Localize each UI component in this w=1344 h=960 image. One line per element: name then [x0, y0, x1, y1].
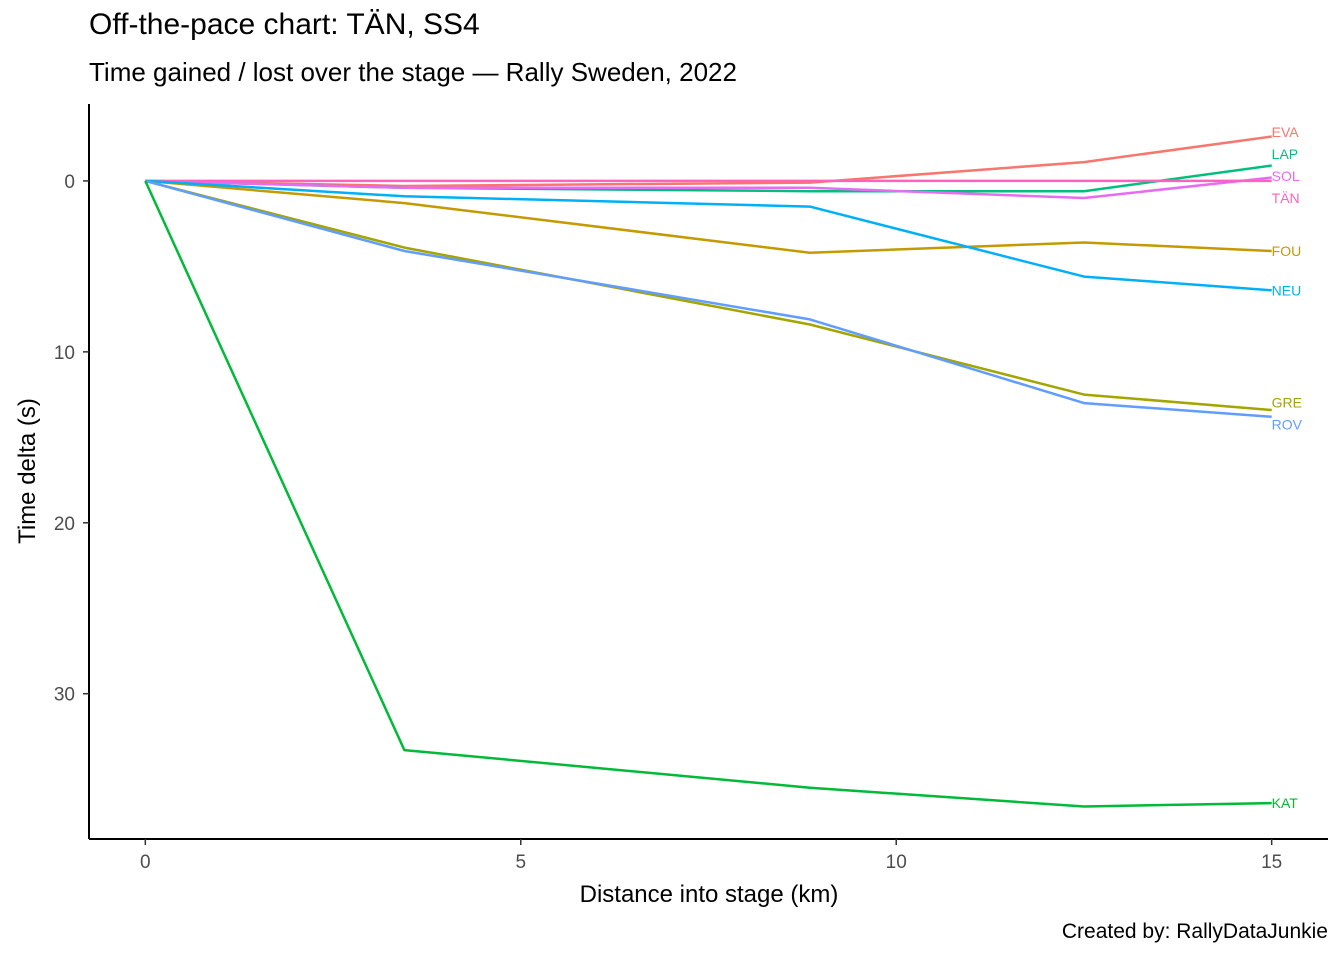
- series-label: ROV: [1272, 416, 1303, 432]
- series-label: TÄN: [1272, 190, 1300, 206]
- series-line: [144, 179, 1272, 419]
- series-label-layer: EVA LAP SOL TÄN FOU NEU GRE ROV KAT: [1272, 124, 1303, 811]
- x-tick-label: 0: [140, 852, 151, 873]
- chart-title: Off-the-pace chart: TÄN, SS4: [89, 8, 480, 41]
- series-line: [144, 179, 1272, 412]
- series-line: [144, 180, 1272, 808]
- series-layer: [144, 135, 1272, 808]
- x-axis-ticks: 0 5 10 15: [140, 839, 1282, 873]
- series-label: SOL: [1272, 168, 1300, 184]
- y-axis-ticks: 0 10 20 30: [54, 172, 89, 706]
- series-line: [145, 179, 1272, 254]
- chart-caption: Created by: RallyDataJunkie: [1061, 920, 1328, 943]
- series-label: LAP: [1272, 146, 1298, 162]
- x-axis-title: Distance into stage (km): [580, 881, 839, 908]
- series-line: [145, 135, 1272, 188]
- series-label: KAT: [1272, 795, 1299, 811]
- y-tick-label: 10: [54, 343, 75, 364]
- y-axis-title: Time delta (s): [14, 398, 41, 544]
- y-tick-label: 30: [54, 685, 75, 706]
- series-line: [145, 179, 1272, 292]
- x-tick-label: 5: [515, 852, 526, 873]
- y-tick-label: 0: [64, 172, 75, 193]
- series-line: [145, 176, 1272, 200]
- x-tick-label: 15: [1261, 852, 1282, 873]
- y-tick-label: 20: [54, 514, 75, 535]
- series-label: FOU: [1272, 243, 1302, 259]
- series-label: GRE: [1272, 394, 1302, 410]
- chart-subtitle: Time gained / lost over the stage — Rall…: [89, 57, 737, 87]
- x-tick-label: 10: [886, 852, 907, 873]
- series-label: EVA: [1272, 124, 1300, 140]
- series-label: NEU: [1272, 282, 1302, 298]
